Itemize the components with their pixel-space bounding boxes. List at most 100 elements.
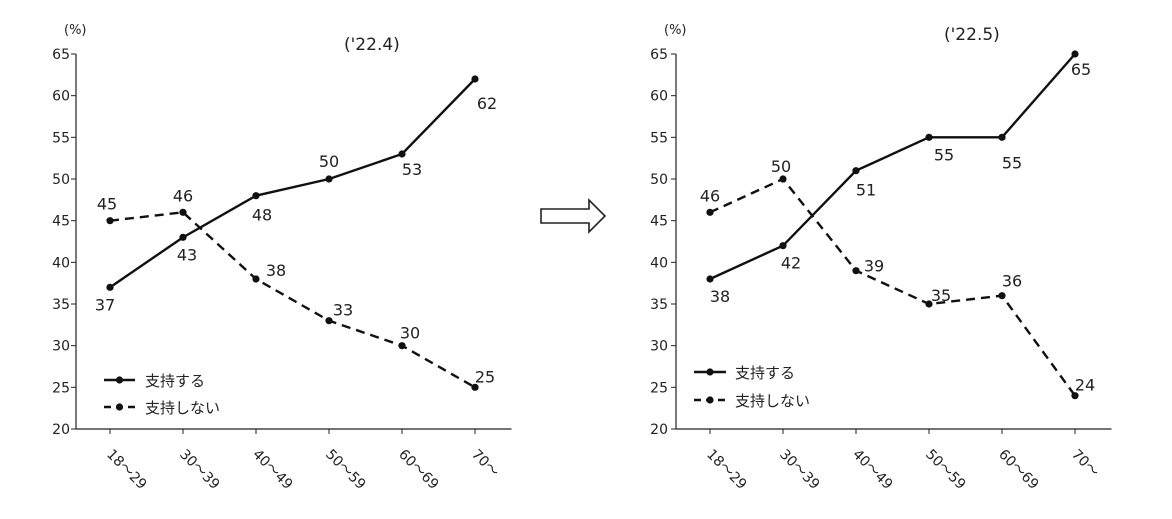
x-tick-label: 40～49 — [249, 447, 295, 493]
data-label: 43 — [177, 245, 197, 264]
data-label: 48 — [252, 206, 272, 225]
x-tick-label: 50～59 — [322, 447, 368, 493]
data-point — [252, 275, 260, 283]
y-tick-label: 50 — [52, 172, 70, 188]
data-label: 38 — [710, 287, 730, 306]
x-tick-label: 30～39 — [176, 447, 222, 493]
data-point — [706, 275, 714, 283]
legend-label: 支持しない — [145, 399, 220, 417]
data-point — [998, 292, 1006, 300]
data-label: 42 — [781, 254, 801, 273]
data-point — [471, 75, 479, 83]
right-arrow-icon — [540, 198, 607, 234]
data-point — [106, 283, 114, 291]
x-tick-label: 18～29 — [103, 447, 149, 493]
x-tick-label: 18～29 — [703, 447, 749, 493]
data-point — [398, 150, 406, 158]
data-label: 65 — [1071, 60, 1091, 79]
legend-label: 支持しない — [735, 392, 810, 410]
y-tick-label: 25 — [650, 380, 668, 396]
data-label: 55 — [1002, 153, 1022, 172]
data-point — [179, 208, 187, 216]
y-tick-label: 30 — [52, 339, 70, 355]
data-point — [852, 267, 860, 275]
legend-marker — [706, 396, 714, 404]
data-point — [925, 300, 933, 308]
data-label: 36 — [1002, 272, 1022, 291]
y-tick-label: 35 — [52, 297, 70, 313]
data-point — [471, 383, 479, 391]
data-label: 38 — [266, 261, 286, 280]
series-support: 38 42 51 55 55 65 — [706, 50, 1091, 306]
y-tick-label: 35 — [650, 297, 668, 313]
data-label: 46 — [700, 186, 720, 205]
data-point — [706, 208, 714, 216]
series-line — [109, 211, 476, 389]
y-tick-label: 25 — [52, 380, 70, 396]
legend-marker — [115, 403, 124, 411]
y-tick-label: 40 — [52, 255, 70, 271]
data-label: 37 — [95, 295, 115, 314]
y-tick-label: 60 — [650, 89, 668, 105]
x-tick-label: 30～39 — [776, 447, 822, 493]
y-tick-label: 60 — [52, 89, 70, 105]
series-support: 37 43 48 50 53 62 — [95, 75, 497, 314]
data-point — [998, 133, 1006, 141]
data-label: 25 — [475, 367, 495, 386]
data-point — [1071, 50, 1079, 58]
y-tick-label: 20 — [650, 422, 668, 438]
data-label: 51 — [856, 181, 876, 200]
y-tick-label: 30 — [650, 339, 668, 355]
data-label: 62 — [477, 94, 497, 113]
data-label: 39 — [864, 257, 884, 276]
x-tick-label: 70～ — [1068, 447, 1102, 481]
data-point — [852, 167, 860, 175]
data-point — [325, 317, 333, 325]
x-tick-label: 70～ — [468, 447, 502, 481]
legend-label: 支持する — [735, 364, 795, 382]
data-point — [779, 242, 787, 250]
data-label: 35 — [931, 286, 951, 305]
series-line — [709, 177, 1076, 397]
data-point — [325, 175, 333, 183]
y-tick-label: 55 — [650, 130, 668, 146]
y-axis-unit: (%) — [664, 23, 687, 38]
y-tick-label: 65 — [650, 47, 668, 63]
y-axis-unit: (%) — [64, 23, 87, 38]
legend-marker — [706, 368, 714, 376]
y-tick-label: 45 — [52, 214, 70, 230]
data-label: 50 — [319, 152, 339, 171]
data-point — [779, 175, 787, 183]
x-tick-label: 60～69 — [395, 447, 441, 493]
y-tick-label: 50 — [650, 172, 668, 188]
data-label: 24 — [1075, 376, 1095, 395]
data-point — [1071, 392, 1079, 400]
y-tick-label: 55 — [52, 130, 70, 146]
x-tick-label: 40～49 — [849, 447, 895, 493]
data-label: 50 — [771, 157, 791, 176]
series-line — [709, 53, 1076, 281]
chart-title: ('22.4) — [344, 35, 400, 55]
data-label: 46 — [173, 186, 193, 205]
y-tick-label: 20 — [52, 422, 70, 438]
data-label: 45 — [97, 195, 117, 214]
data-point — [398, 342, 406, 350]
series-line — [109, 78, 476, 289]
data-label: 30 — [400, 324, 420, 343]
y-tick-label: 40 — [650, 255, 668, 271]
data-point — [252, 192, 260, 200]
chart-title: ('22.5) — [944, 25, 1000, 45]
x-tick-label: 60～69 — [995, 447, 1041, 493]
x-tick-label: 50～59 — [922, 447, 968, 493]
y-tick-label: 45 — [650, 214, 668, 230]
series-not-support: 46 50 39 35 36 24 — [700, 157, 1095, 400]
chart-panel-2: 20 25 30 35 40 45 50 55 60 65 18～29 30～39 40～49 50～59… — [650, 23, 1112, 493]
data-point — [925, 133, 933, 141]
series-not-support: 45 46 38 33 30 25 — [97, 186, 495, 391]
legend-marker — [115, 376, 124, 384]
chart-panel-1: 20 25 30 35 40 45 50 55 60 65 18～29 30～39 40～49 50～59… — [52, 23, 512, 493]
data-label: 53 — [402, 160, 422, 179]
data-label: 33 — [333, 301, 353, 320]
